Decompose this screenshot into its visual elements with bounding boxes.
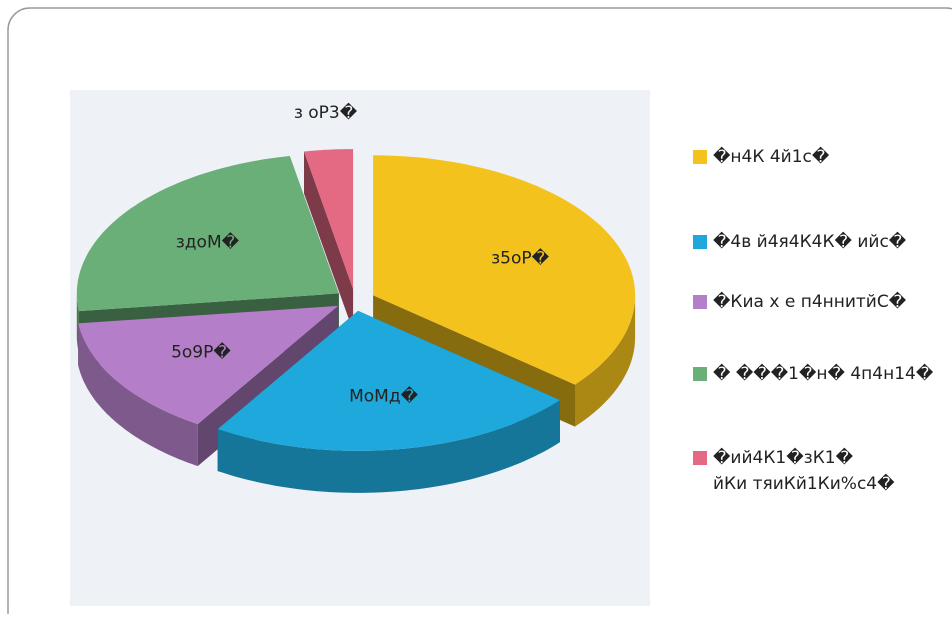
slice <box>373 155 636 385</box>
legend-swatch <box>693 295 707 309</box>
legend-label: � ���1�н� 4п4н14� <box>713 363 934 384</box>
legend-swatch <box>693 367 707 381</box>
data-label: здоМ� <box>176 232 240 253</box>
legend-swatch <box>693 235 707 249</box>
legend-swatch <box>693 451 707 465</box>
data-label: 5о9Р� <box>171 341 231 362</box>
slice-side <box>575 295 636 427</box>
data-label: МоМд� <box>349 386 418 407</box>
legend-label: �ий4К1�зК1� йКи тяиКй1Ки%с4� <box>713 447 895 494</box>
legend-swatch <box>693 150 707 164</box>
slice-side <box>78 323 198 467</box>
slice-side <box>217 400 560 493</box>
legend-label: �Киа х е п4ннитйС� <box>713 291 907 312</box>
data-label: з5оР� <box>491 247 550 268</box>
slice <box>76 156 339 312</box>
slice-side <box>304 151 354 331</box>
slice <box>304 149 354 289</box>
slice <box>78 305 339 425</box>
data-label: з оР3� <box>294 102 358 123</box>
legend-label: �4в й4я4К4К� ийс� <box>713 231 907 252</box>
legend-label: �н4К 4й1с� <box>713 146 830 167</box>
slice <box>217 310 560 451</box>
